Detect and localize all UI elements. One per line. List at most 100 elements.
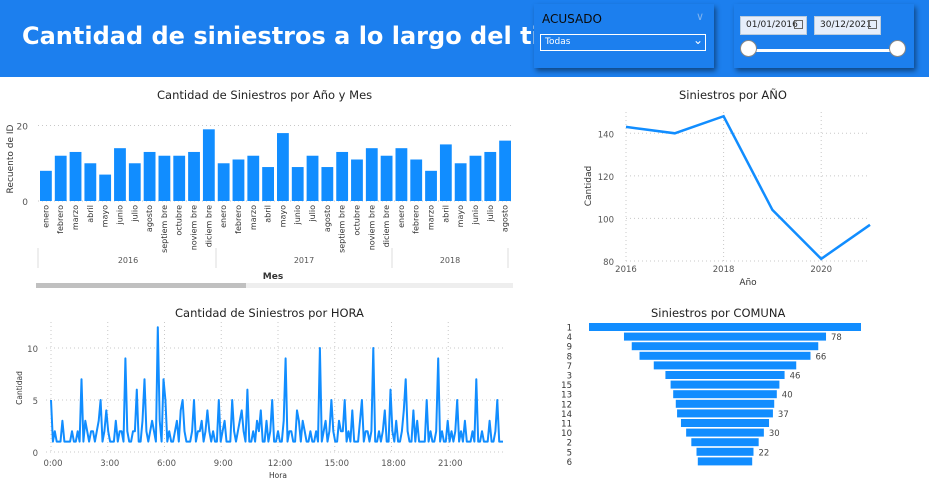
bar — [247, 155, 260, 201]
bar — [454, 163, 467, 201]
x-tick-label: enero — [397, 205, 406, 228]
x-tick-label: agosto — [501, 205, 510, 232]
x-tick-label: enero — [219, 205, 228, 228]
funnel-bar — [631, 342, 819, 351]
bar — [425, 170, 437, 201]
bar — [84, 163, 97, 201]
date-slider-track[interactable] — [748, 49, 898, 52]
x-tick-label: junio — [471, 205, 480, 226]
bar — [306, 155, 319, 201]
funnel-bar — [639, 351, 811, 360]
date-slider-start-handle[interactable] — [740, 40, 757, 57]
bar — [395, 148, 408, 201]
x-tick-label: noviem bre — [367, 205, 376, 250]
y-tick-label: 5 — [33, 397, 38, 407]
x-tick-label: mayo — [278, 205, 287, 227]
category-label: 7 — [567, 362, 572, 372]
bar — [439, 144, 452, 201]
bar — [173, 155, 186, 201]
x-tick-label: diciem bre — [382, 205, 391, 247]
x-tick-label: marzo — [249, 205, 258, 230]
x-tick-label: mayo — [101, 205, 110, 227]
start-date-input[interactable]: 01/01/2016 — [740, 16, 807, 35]
date-slider-end-handle[interactable] — [889, 40, 906, 57]
x-tick-label: diciem bre — [204, 205, 213, 247]
scrollbar-track — [36, 283, 513, 288]
category-label: 1 — [567, 324, 572, 334]
data-label: 37 — [778, 410, 789, 420]
bar — [114, 148, 126, 201]
x-tick-label: septiem bre — [338, 205, 347, 253]
series-line — [50, 326, 503, 443]
y-tick-label: 80 — [603, 258, 614, 268]
x-tick-label: julio — [130, 205, 139, 223]
dropdown-arrow-icon: ⌄ — [692, 33, 703, 47]
year-label: 2018 — [440, 256, 460, 265]
x-tick-label: abril — [264, 205, 273, 223]
chart-title-anio-mes: Cantidad de Siniestros por Año y Mes — [157, 88, 373, 102]
y-tick-label: 0 — [22, 198, 28, 208]
bar — [469, 155, 482, 201]
category-label: 10 — [561, 429, 572, 439]
category-label: 4 — [567, 333, 572, 343]
funnel-bar — [653, 361, 797, 370]
acusado-dropdown[interactable]: Todas ⌄ — [540, 33, 706, 51]
end-date-input[interactable]: 30/12/2021 — [814, 16, 881, 35]
x-tick-label: agosto — [323, 205, 332, 232]
bar — [410, 159, 423, 201]
x-tick-label: junio — [115, 205, 124, 226]
x-tick-label: enero — [41, 205, 50, 228]
bar — [336, 151, 349, 201]
bar — [202, 129, 215, 201]
x-tick-label: noviem bre — [190, 205, 199, 250]
acusado-selected-value: Todas — [545, 37, 571, 47]
x-tick-label: octubre — [352, 205, 361, 236]
calendar-icon[interactable] — [794, 20, 803, 29]
x-tick-label: 2016 — [615, 265, 637, 275]
bar — [351, 159, 363, 201]
funnel-bar — [675, 399, 775, 408]
funnel-bar — [696, 447, 754, 456]
x-tick-label: 2018 — [713, 265, 735, 275]
x-tick-label: julio — [486, 205, 495, 223]
x-tick-label: abril — [441, 205, 450, 223]
bar — [499, 140, 511, 201]
funnel-bar — [665, 371, 785, 379]
category-label: 15 — [561, 381, 572, 391]
x-tick-label: 18:00 — [381, 459, 406, 469]
y-tick-label: 0 — [33, 449, 38, 459]
x-tick-label: 12:00 — [268, 459, 293, 469]
x-tick-label: 21:00 — [438, 459, 463, 469]
x-tick-label: febrero — [412, 205, 421, 234]
funnel-bar — [670, 380, 780, 389]
y-axis-title: Cantidad — [584, 166, 594, 206]
bar — [380, 155, 393, 201]
y-tick-label: 10 — [27, 345, 38, 355]
scrollbar-thumb — [36, 283, 246, 288]
bar — [69, 151, 82, 201]
funnel-bar — [623, 332, 827, 341]
chart-title-hora: Cantidad de Siniestros por HORA — [175, 306, 364, 320]
start-date-value: 01/01/2016 — [746, 20, 798, 30]
x-tick-label: 15:00 — [325, 459, 350, 469]
bar — [128, 163, 141, 201]
x-axis-title: Hora — [269, 471, 287, 480]
bar — [188, 151, 200, 201]
end-date-value: 30/12/2021 — [820, 20, 872, 30]
funnel-bar — [697, 457, 753, 466]
y-tick-label: 100 — [598, 215, 614, 225]
bar — [54, 155, 67, 201]
calendar-icon[interactable] — [868, 20, 877, 29]
data-label: 46 — [790, 372, 801, 382]
category-label: 12 — [561, 400, 572, 410]
chevron-down-icon[interactable]: ∨ — [695, 10, 704, 23]
date-range-slicer: 01/01/2016 30/12/2021 — [734, 4, 914, 68]
x-tick-label: 6:00 — [157, 459, 176, 469]
year-label: 2017 — [294, 256, 314, 265]
bar — [484, 151, 497, 201]
y-tick-label: 20 — [17, 123, 29, 133]
bar — [143, 151, 156, 201]
funnel-bar — [589, 323, 861, 331]
funnel-bar — [680, 419, 770, 427]
funnel-bar — [673, 390, 777, 399]
